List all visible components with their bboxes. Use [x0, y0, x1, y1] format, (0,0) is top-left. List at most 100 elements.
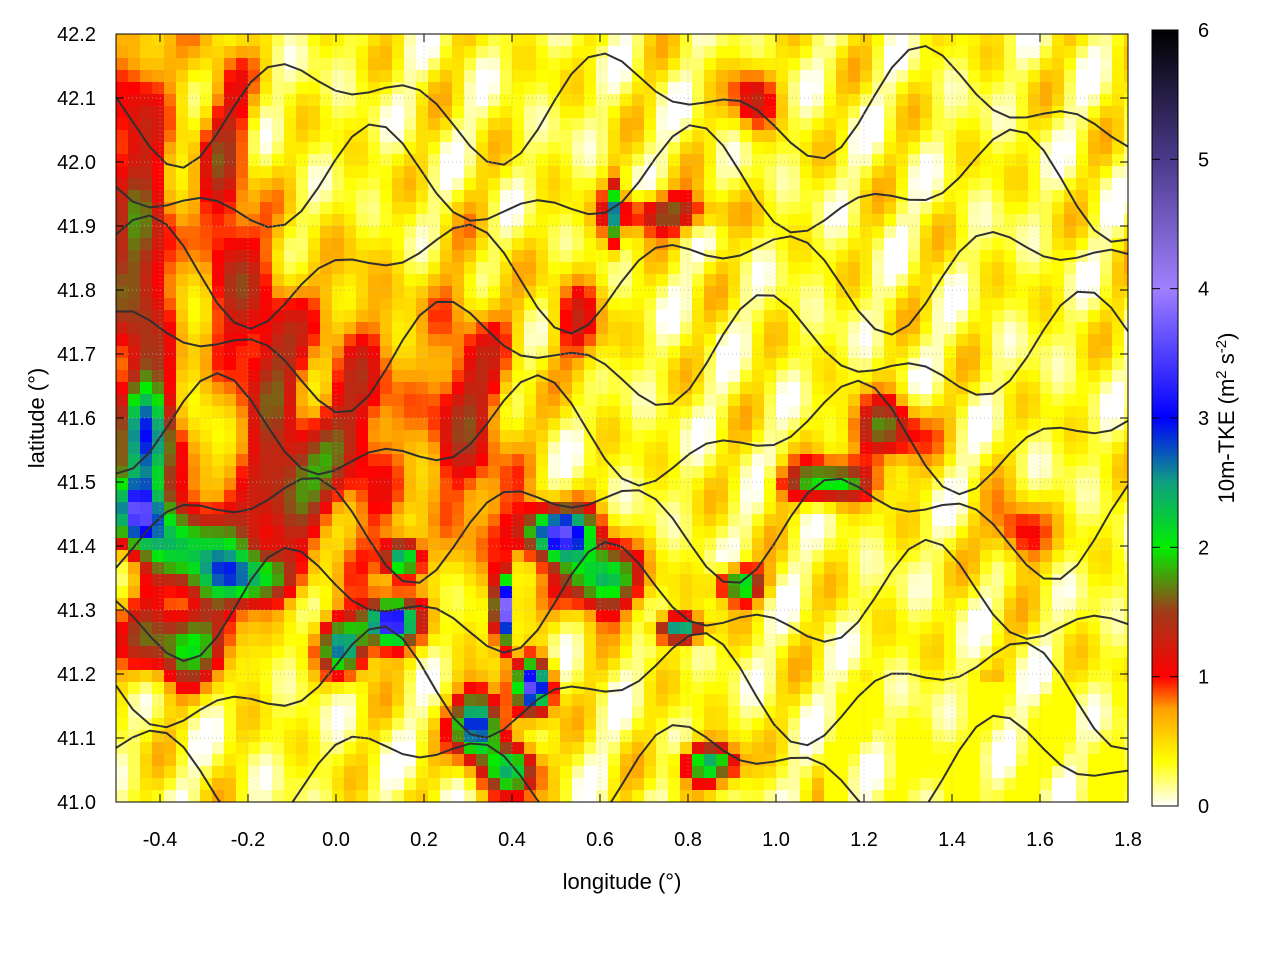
- heatmap-cell: [932, 742, 945, 755]
- heatmap-cell: [416, 262, 429, 275]
- heatmap-cell: [776, 598, 789, 611]
- heatmap-cell: [392, 550, 405, 563]
- heatmap-cell: [956, 526, 969, 539]
- heatmap-cell: [224, 634, 237, 647]
- heatmap-cell: [500, 94, 513, 107]
- heatmap-cell: [872, 658, 885, 671]
- heatmap-cell: [332, 106, 345, 119]
- heatmap-cell: [680, 706, 693, 719]
- heatmap-cell: [308, 34, 321, 47]
- heatmap-cell: [320, 70, 333, 83]
- heatmap-cell: [224, 538, 237, 551]
- heatmap-cell: [884, 370, 897, 383]
- heatmap-cell: [188, 358, 201, 371]
- heatmap-cell: [956, 322, 969, 335]
- heatmap-cell: [308, 202, 321, 215]
- heatmap-cell: [944, 46, 957, 59]
- heatmap-cell: [836, 190, 849, 203]
- heatmap-cell: [932, 394, 945, 407]
- heatmap-cell: [920, 598, 933, 611]
- heatmap-cell: [128, 286, 141, 299]
- heatmap-cell: [212, 682, 225, 695]
- heatmap-cell: [740, 226, 753, 239]
- heatmap-cell: [1040, 550, 1053, 563]
- heatmap-cell: [932, 106, 945, 119]
- heatmap-cell: [440, 238, 453, 251]
- heatmap-cell: [788, 382, 801, 395]
- heatmap-cell: [524, 346, 537, 359]
- heatmap-cell: [164, 250, 177, 263]
- heatmap-cell: [848, 526, 861, 539]
- heatmap-cell: [572, 490, 585, 503]
- heatmap-cell: [344, 370, 357, 383]
- heatmap-cell: [140, 346, 153, 359]
- heatmap-cell: [956, 286, 969, 299]
- heatmap-cell: [128, 634, 141, 647]
- heatmap-cell: [932, 166, 945, 179]
- heatmap-cell: [560, 778, 573, 791]
- heatmap-cell: [116, 790, 129, 802]
- heatmap-cell: [332, 46, 345, 59]
- heatmap-cell: [188, 118, 201, 131]
- heatmap-cell: [1016, 178, 1029, 191]
- heatmap-cell: [308, 574, 321, 587]
- heatmap-cell: [260, 214, 273, 227]
- heatmap-cell: [608, 730, 621, 743]
- heatmap-cell: [908, 766, 921, 779]
- heatmap-cell: [488, 694, 501, 707]
- heatmap-cell: [968, 562, 981, 575]
- heatmap-cell: [428, 766, 441, 779]
- heatmap-cell: [812, 526, 825, 539]
- heatmap-cell: [680, 634, 693, 647]
- heatmap-cell: [500, 454, 513, 467]
- heatmap-cell: [212, 538, 225, 551]
- heatmap-cell: [896, 406, 909, 419]
- heatmap-cell: [992, 562, 1005, 575]
- heatmap-cell: [776, 238, 789, 251]
- heatmap-cell: [188, 634, 201, 647]
- heatmap-cell: [716, 526, 729, 539]
- heatmap-cell: [824, 550, 837, 563]
- heatmap-cell: [236, 394, 249, 407]
- heatmap-cell: [1016, 502, 1029, 515]
- heatmap-cell: [176, 382, 189, 395]
- heatmap-cell: [344, 262, 357, 275]
- heatmap-cell: [836, 334, 849, 347]
- heatmap-cell: [1004, 586, 1017, 599]
- heatmap-cell: [752, 238, 765, 251]
- heatmap-cell: [536, 166, 549, 179]
- heatmap-cell: [584, 394, 597, 407]
- heatmap-cell: [284, 442, 297, 455]
- heatmap-cell: [200, 730, 213, 743]
- heatmap-cell: [476, 670, 489, 683]
- heatmap-cell: [1016, 718, 1029, 731]
- heatmap-cell: [128, 94, 141, 107]
- heatmap-cell: [380, 178, 393, 191]
- heatmap-cell: [692, 346, 705, 359]
- heatmap-cell: [584, 274, 597, 287]
- heatmap-cell: [380, 478, 393, 491]
- heatmap-cell: [884, 34, 897, 47]
- heatmap-cell: [776, 646, 789, 659]
- heatmap-cell: [416, 46, 429, 59]
- heatmap-cell: [788, 550, 801, 563]
- heatmap-cell: [140, 298, 153, 311]
- heatmap-cell: [872, 142, 885, 155]
- heatmap-cell: [572, 646, 585, 659]
- heatmap-cell: [308, 118, 321, 131]
- heatmap-cell: [164, 190, 177, 203]
- heatmap-cell: [596, 142, 609, 155]
- heatmap-cell: [1028, 754, 1041, 767]
- heatmap-cell: [404, 166, 417, 179]
- heatmap-cell: [512, 742, 525, 755]
- heatmap-cell: [872, 202, 885, 215]
- heatmap-cell: [404, 346, 417, 359]
- heatmap-cell: [944, 166, 957, 179]
- heatmap-cell: [872, 778, 885, 791]
- heatmap-cell: [620, 646, 633, 659]
- heatmap-cell: [464, 598, 477, 611]
- heatmap-cell: [1016, 670, 1029, 683]
- heatmap-cell: [140, 694, 153, 707]
- heatmap-cell: [392, 526, 405, 539]
- heatmap-cell: [488, 46, 501, 59]
